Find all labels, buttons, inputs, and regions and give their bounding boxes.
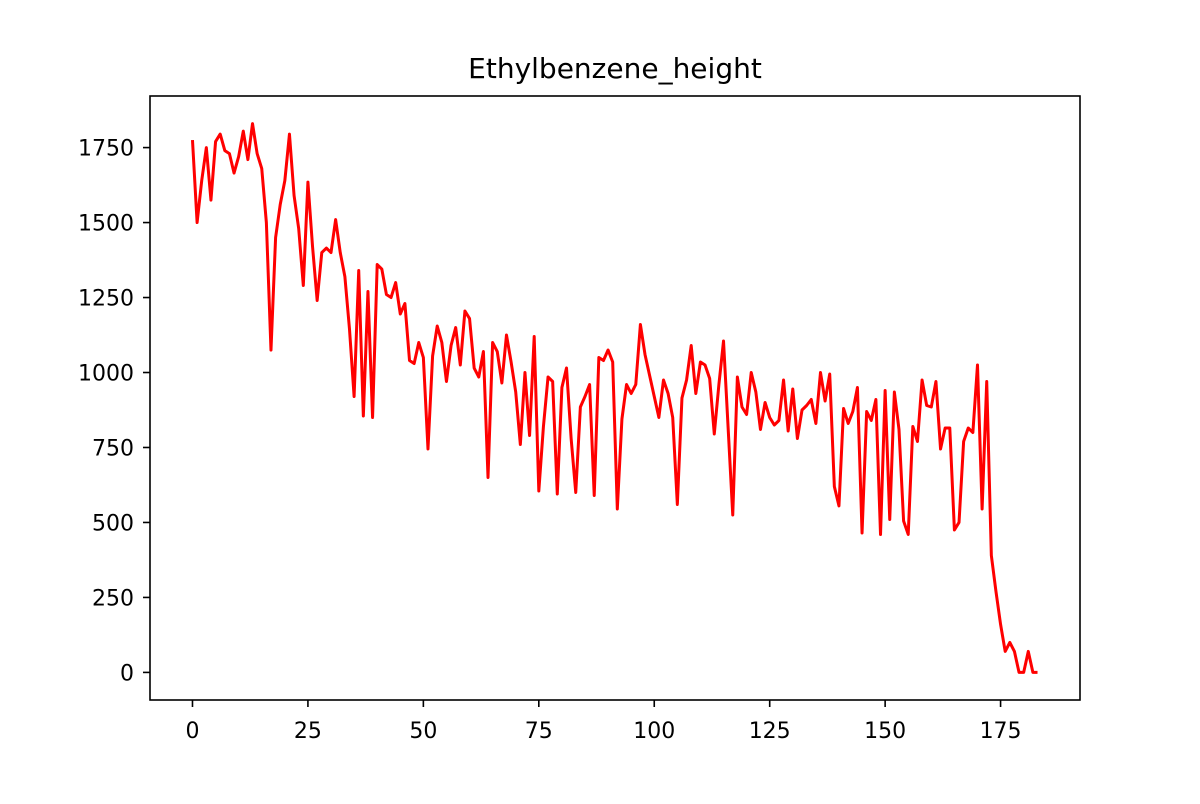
x-tick-label-4: 100 <box>633 719 675 744</box>
series-line-0 <box>190 122 1038 674</box>
x-tick-label-1: 25 <box>294 719 322 744</box>
x-tick-label-3: 75 <box>525 719 553 744</box>
y-tick-label-5: 1250 <box>78 287 134 312</box>
y-tick-label-1: 250 <box>92 586 134 611</box>
y-axis: 0 250 500 750 1000 1250 1500 1750 <box>78 137 150 686</box>
chart-title: Ethylbenzene_height <box>468 52 762 85</box>
x-axis: 0 25 50 75 100 125 150 175 <box>185 700 1022 744</box>
y-tick-label-3: 750 <box>92 436 134 461</box>
x-tick-label-0: 0 <box>185 719 199 744</box>
y-tick-label-6: 1500 <box>78 212 134 237</box>
x-tick-label-5: 125 <box>749 719 791 744</box>
y-tick-label-4: 1000 <box>78 362 134 387</box>
x-tick-label-7: 175 <box>980 719 1022 744</box>
x-tick-label-6: 150 <box>864 719 906 744</box>
y-tick-label-2: 500 <box>92 511 134 536</box>
y-tick-label-0: 0 <box>120 661 134 686</box>
x-tick-label-2: 50 <box>409 719 437 744</box>
series-layer <box>190 122 1038 674</box>
y-tick-label-7: 1750 <box>78 137 134 162</box>
plot-frame <box>149 95 1081 701</box>
